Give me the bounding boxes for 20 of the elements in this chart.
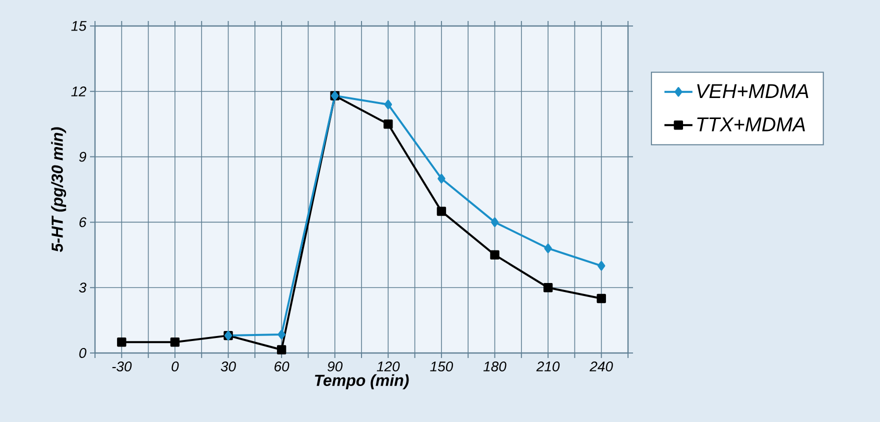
y-tick-label: 6 xyxy=(79,217,86,228)
y-tick-label: 12 xyxy=(71,86,86,96)
y-tick-label: 0 xyxy=(79,348,86,358)
x-tick-label: 120 xyxy=(376,362,400,372)
x-axis-title: Tempo (min) xyxy=(314,374,409,390)
y-axis-title: 5-HT (pg/30 min) xyxy=(51,127,66,252)
y-tick-label: 3 xyxy=(79,282,86,293)
legend-label: TTX+MDMA xyxy=(697,118,805,132)
x-tick-label: 90 xyxy=(328,362,343,372)
y-tick-label: 9 xyxy=(79,152,86,162)
x-tick-label: 240 xyxy=(590,362,613,372)
x-tick-label: 0 xyxy=(172,362,179,372)
x-tick-label: -30 xyxy=(112,362,132,372)
x-tick-label: 30 xyxy=(220,362,236,372)
x-tick-label: 180 xyxy=(483,362,506,372)
x-tick-label: 210 xyxy=(536,362,560,372)
y-tick-label: 15 xyxy=(71,21,87,31)
x-tick-label: 150 xyxy=(430,362,454,372)
legend-label: VEH+MDMA xyxy=(697,84,808,98)
x-tick-label: 60 xyxy=(274,362,290,372)
